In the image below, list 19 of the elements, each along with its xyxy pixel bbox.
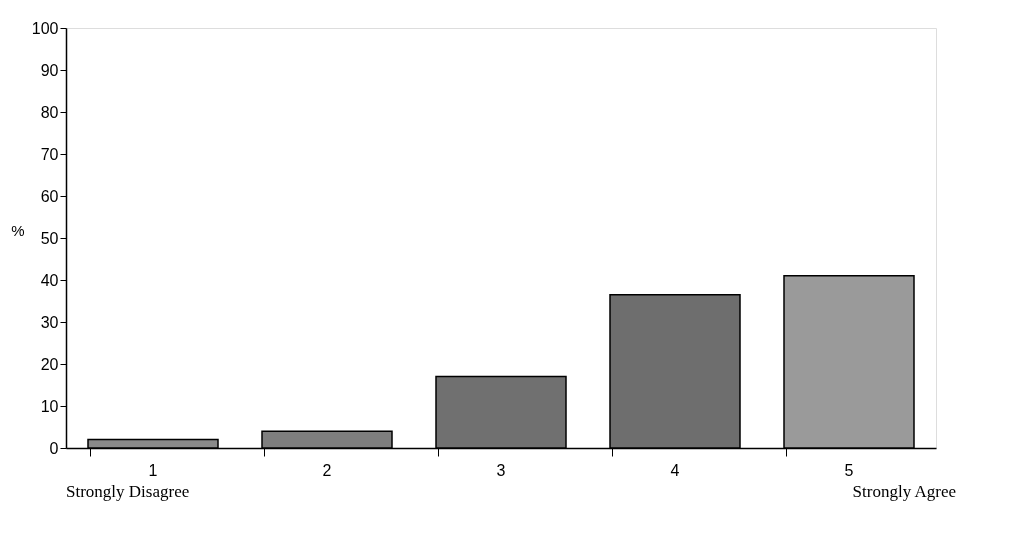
x-tick-label: 5: [844, 461, 854, 479]
y-axis-title: %: [11, 221, 25, 239]
y-tick-label: 60: [40, 187, 59, 205]
x-tick-label: 1: [148, 461, 158, 479]
y-tick-label: 50: [40, 229, 59, 247]
y-tick-label: 10: [40, 397, 59, 415]
y-tick-label: 0: [49, 439, 59, 457]
x-tick-label: 4: [670, 461, 680, 479]
y-tick-label: 40: [40, 271, 59, 289]
y-tick-label: 30: [40, 313, 59, 331]
text: Strongly Disagree: [66, 482, 190, 501]
x-tick-label: 3: [496, 461, 506, 479]
y-tick-label: 100: [31, 19, 59, 37]
y-tick-label: 70: [40, 145, 59, 163]
y-tick-label: 80: [40, 103, 59, 121]
text: Strongly Agree: [852, 482, 956, 501]
y-tick-label: 20: [40, 355, 59, 373]
x-tick-label: 2: [322, 461, 332, 479]
y-tick-label: 90: [40, 61, 59, 79]
